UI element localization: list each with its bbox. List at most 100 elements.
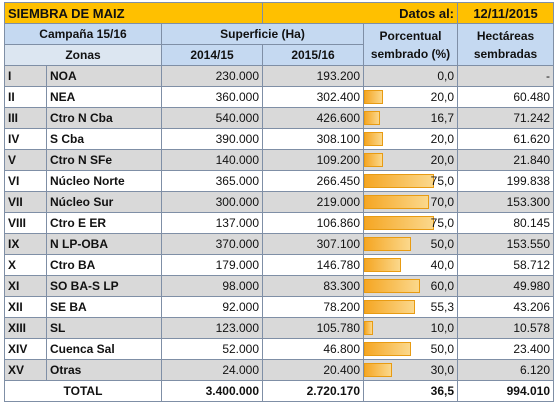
pct-bar <box>364 174 434 188</box>
surface-2015: 426.600 <box>262 107 365 129</box>
pct-bar <box>364 237 411 251</box>
pct-cell: 20,0 <box>363 86 459 108</box>
pct-cell: 75,0 <box>363 212 459 234</box>
total-label: TOTAL <box>4 380 162 402</box>
pct-cell: 50,0 <box>363 338 459 360</box>
header-row-1: Campaña 15/16 Superficie (Ha) Porcentual… <box>4 23 555 66</box>
header-row-2: Zonas 2014/15 2015/16 <box>4 44 554 66</box>
pct-value: 20,0 <box>430 153 455 167</box>
year-2015-header: 2015/16 <box>262 44 365 66</box>
surface-2015: 193.200 <box>262 65 365 87</box>
surface-2015: 78.200 <box>262 296 365 318</box>
surface-2014: 52.000 <box>160 338 264 360</box>
zones-header: Zonas <box>4 44 162 66</box>
table-row: IV S Cba 390.000 308.100 20,0 61.620 <box>4 128 555 150</box>
pct-bar <box>364 111 380 125</box>
surface-header: Superficie (Ha) <box>160 23 365 45</box>
surface-2014: 179.000 <box>160 254 264 276</box>
date-value: 12/11/2015 <box>457 2 555 24</box>
row-number: VIII <box>4 212 47 234</box>
sheet-title: SIEMBRA DE MAIZ <box>3 2 264 24</box>
zone-name: Ctro N SFe <box>46 149 162 171</box>
hectares-sown: 153.300 <box>457 191 555 213</box>
year-2014-header: 2014/15 <box>160 44 264 66</box>
hectares-sown: 21.840 <box>457 149 555 171</box>
total-surface-2014: 3.400.000 <box>160 380 264 402</box>
surface-2015: 219.000 <box>262 191 365 213</box>
hectares-sown: 23.400 <box>457 338 555 360</box>
zone-name: S Cba <box>46 128 162 150</box>
pct-bar <box>364 90 383 104</box>
pct-value: 60,0 <box>430 279 455 293</box>
surface-2015: 266.450 <box>262 170 365 192</box>
surface-2015: 308.100 <box>262 128 365 150</box>
table-row: XI SO BA-S LP 98.000 83.300 60,0 49.980 <box>4 275 555 297</box>
table-row: X Ctro BA 179.000 146.780 40,0 58.712 <box>4 254 555 276</box>
surface-2014: 98.000 <box>160 275 264 297</box>
zone-name: SO BA-S LP <box>46 275 162 297</box>
hectares-sown: 199.838 <box>457 170 555 192</box>
pct-cell: 20,0 <box>363 128 459 150</box>
maize-sowing-table: SIEMBRA DE MAIZ Datos al: 12/11/2015 Cam… <box>3 2 555 402</box>
pct-value: 75,0 <box>430 174 455 188</box>
zone-name: SL <box>46 317 162 339</box>
pct-cell: 20,0 <box>363 149 459 171</box>
surface-2014: 24.000 <box>160 359 264 381</box>
surface-2014: 360.000 <box>160 86 264 108</box>
hectares-sown: 71.242 <box>457 107 555 129</box>
zone-name: Núcleo Norte <box>46 170 162 192</box>
surface-2015: 46.800 <box>262 338 365 360</box>
pct-bar <box>364 321 374 335</box>
pct-value: 55,3 <box>430 300 455 314</box>
table-row: V Ctro N SFe 140.000 109.200 20,0 21.840 <box>4 149 555 171</box>
surface-2014: 365.000 <box>160 170 264 192</box>
pct-value: 50,0 <box>430 237 455 251</box>
surface-2014: 540.000 <box>160 107 264 129</box>
hectares-sown: 43.206 <box>457 296 555 318</box>
row-number: IX <box>4 233 47 255</box>
pct-value: 0,0 <box>437 69 455 83</box>
pct-bar <box>364 216 434 230</box>
pct-value: 40,0 <box>430 258 455 272</box>
hectares-sown: 60.480 <box>457 86 555 108</box>
pct-cell: 75,0 <box>363 170 459 192</box>
surface-2015: 307.100 <box>262 233 365 255</box>
pct-bar <box>364 363 392 377</box>
pct-bar <box>364 300 416 314</box>
pct-value: 30,0 <box>430 363 455 377</box>
hectares-sown: 58.712 <box>457 254 555 276</box>
row-number: X <box>4 254 47 276</box>
surface-2014: 137.000 <box>160 212 264 234</box>
zone-name: Ctro BA <box>46 254 162 276</box>
pct-cell: 60,0 <box>363 275 459 297</box>
hectares-sown: - <box>457 65 555 87</box>
table-row: II NEA 360.000 302.400 20,0 60.480 <box>4 86 555 108</box>
pct-bar <box>364 195 430 209</box>
total-row: TOTAL 3.400.000 2.720.170 36,5 994.010 <box>4 380 555 402</box>
zone-name: Ctro E ER <box>46 212 162 234</box>
zone-name: SE BA <box>46 296 162 318</box>
hect-header: Hectáreas sembradas <box>457 23 555 66</box>
date-label: Datos al: <box>262 2 459 24</box>
row-number: VII <box>4 191 47 213</box>
hectares-sown: 10.578 <box>457 317 555 339</box>
pct-cell: 0,0 <box>363 65 459 87</box>
pct-cell: 36,5 <box>363 380 459 402</box>
zone-name: NEA <box>46 86 162 108</box>
pct-cell: 10,0 <box>363 317 459 339</box>
hectares-sown: 61.620 <box>457 128 555 150</box>
pct-bar <box>364 258 402 272</box>
pct-value: 16,7 <box>430 111 455 125</box>
zone-name: Otras <box>46 359 162 381</box>
pct-header: Porcentual sembrado (%) <box>363 23 459 66</box>
campaign-header: Campaña 15/16 <box>4 23 162 45</box>
pct-value: 20,0 <box>430 132 455 146</box>
surface-2015: 109.200 <box>262 149 365 171</box>
pct-value: 75,0 <box>430 216 455 230</box>
total-hectares: 994.010 <box>457 380 555 402</box>
table-row: IX N LP-OBA 370.000 307.100 50,0 153.550 <box>4 233 555 255</box>
row-number: V <box>4 149 47 171</box>
table-row: VIII Ctro E ER 137.000 106.860 75,0 80.145 <box>4 212 555 234</box>
row-number: II <box>4 86 47 108</box>
pct-cell: 16,7 <box>363 107 459 129</box>
